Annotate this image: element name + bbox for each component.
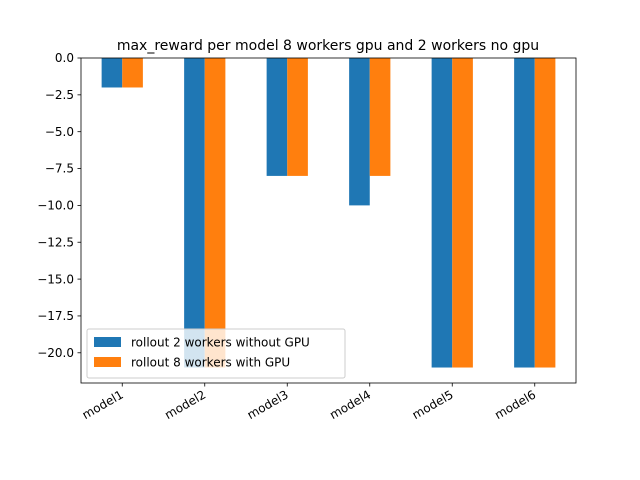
x-tick-label-model5: model5 — [410, 387, 456, 422]
bars-layer — [101, 58, 556, 368]
legend-label-series-2: rollout 8 workers with GPU — [131, 356, 290, 370]
x-tick-label-model3: model3 — [245, 387, 291, 422]
bar-model2-series-2 — [204, 58, 226, 368]
legend-label-series-1: rollout 2 workers without GPU — [131, 336, 310, 350]
legend: rollout 2 workers without GPU rollout 8 w… — [86, 328, 346, 379]
y-tick-label: −10.0 — [37, 199, 74, 213]
y-tick-label: 0.0 — [55, 51, 74, 65]
bar-model5-series-2 — [452, 58, 473, 368]
x-tick-label-model1: model1 — [80, 387, 126, 422]
x-tick-label-model6: model6 — [492, 387, 538, 422]
legend-swatch-series-1 — [94, 337, 121, 347]
bar-model1-series-1 — [101, 58, 123, 88]
bar-model6-series-2 — [534, 58, 556, 368]
y-tick-label: −7.5 — [45, 162, 74, 176]
bar-model3-series-1 — [266, 58, 288, 176]
bar-model6-series-1 — [514, 58, 535, 368]
bar-model2-series-1 — [184, 58, 205, 368]
chart-title: max_reward per model 8 workers gpu and 2… — [117, 38, 539, 54]
y-tick-label: −15.0 — [37, 272, 74, 286]
bar-model4-series-1 — [349, 58, 370, 206]
bar-model5-series-1 — [431, 58, 453, 368]
legend-box — [86, 328, 346, 379]
x-tick-label-model4: model4 — [327, 387, 373, 422]
y-tick-label: −2.5 — [45, 88, 74, 102]
x-tick-label-model2: model2 — [162, 387, 208, 422]
bar-model1-series-2 — [122, 58, 143, 88]
y-tick-label: −17.5 — [37, 309, 74, 323]
bar-model4-series-2 — [369, 58, 391, 176]
y-tick-label: −12.5 — [37, 235, 74, 249]
bar-model3-series-2 — [287, 58, 308, 176]
legend-swatch-series-2 — [94, 357, 121, 367]
y-tick-label: −20.0 — [37, 346, 74, 360]
y-tick-label: −5.0 — [45, 125, 74, 139]
plot-frame — [80, 57, 577, 384]
